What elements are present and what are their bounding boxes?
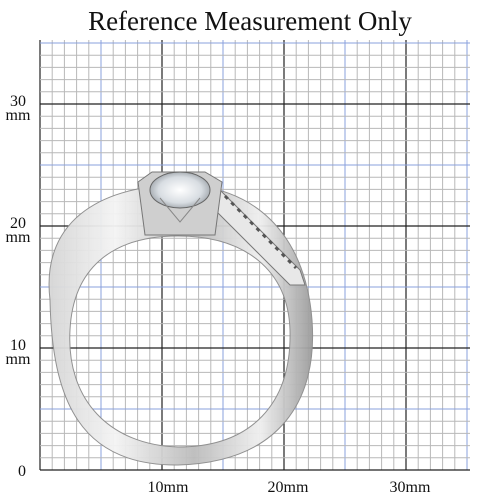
ring (48, 171, 314, 466)
x-label: 20mm (268, 479, 309, 496)
label-bg (4, 92, 34, 122)
y-label-number: 30 (10, 93, 26, 110)
label-bg (4, 214, 34, 244)
label-bg (4, 336, 34, 366)
y-label-unit: mm (6, 351, 31, 368)
ring-band (48, 184, 314, 466)
y-label-number: 20 (10, 215, 26, 232)
center-stone (149, 171, 211, 209)
y-label-number: 10 (10, 337, 26, 354)
y-label-unit: mm (6, 107, 31, 124)
y-label-number: 0 (18, 463, 26, 480)
stone-pavilion (159, 197, 201, 223)
grid (39, 40, 470, 471)
title: Reference Measurement Only (88, 6, 412, 36)
x-label: 30mm (390, 479, 431, 496)
pave-stones (223, 194, 298, 270)
x-label: 10mm (148, 479, 189, 496)
y-label-unit: mm (6, 229, 31, 246)
